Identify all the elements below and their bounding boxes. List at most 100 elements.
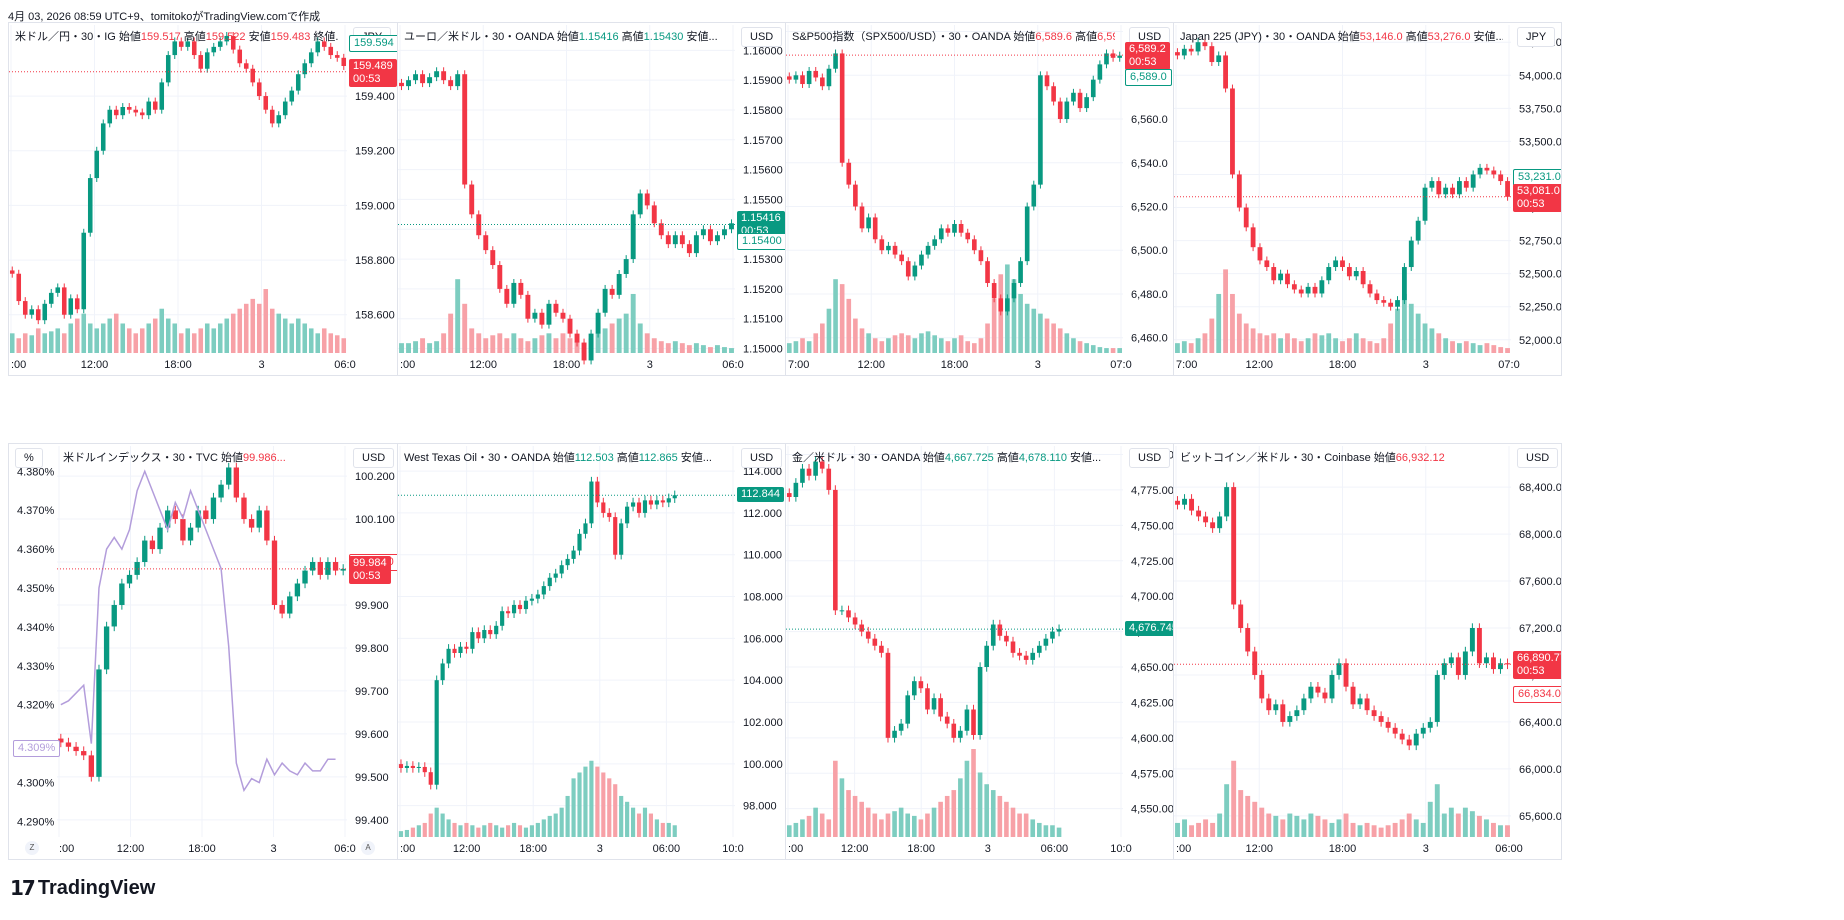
chart-panel[interactable]: 米ドルインデックス・30・TVC 始値99.986... USD% 4.380% 4… [8, 443, 398, 860]
candle-body [1084, 97, 1089, 109]
candle-body [315, 41, 321, 53]
volume-bar [448, 313, 454, 353]
chart-legend[interactable]: Japan 225 (JPY)・30・OANDA 始値53,146.0 高値53… [1180, 28, 1503, 44]
candle-body [511, 282, 517, 304]
volume-bar [413, 341, 419, 353]
candle-body [328, 46, 334, 56]
time-axis-tick: 18:00 [941, 359, 969, 371]
candle-body [406, 80, 411, 87]
currency-button[interactable]: USD [741, 27, 783, 47]
chart-legend[interactable]: S&P500指数（SPX500/USD）・30・OANDA 始値6,589.6 … [792, 28, 1115, 44]
volume-bar [126, 328, 132, 353]
candle-body [826, 468, 832, 490]
price-axis-tick: 1.15200 [743, 284, 783, 296]
candle-body [879, 645, 884, 653]
volume-bar [1018, 293, 1023, 353]
chart-legend[interactable]: 米ドルインデックス・30・TVC 始値99.986... [63, 449, 286, 465]
chart-panel[interactable]: ユーロ／米ドル・30・OANDA 始値1.15416 高値1.15430 安値.… [397, 22, 786, 376]
candle-body [420, 74, 426, 84]
volume-bar [1038, 313, 1043, 353]
chart-panel[interactable]: 金／米ドル・30・OANDA 始値4,667.725 高値4,678.110 安… [785, 443, 1174, 860]
price-axis-tick: 158.800 [355, 255, 395, 267]
tradingview-logo[interactable]: 17 TradingView [10, 876, 155, 900]
candle-body [1257, 247, 1263, 261]
candle-body [1104, 53, 1109, 65]
chart-legend[interactable]: ビットコイン／米ドル・30・Coinbase 始値66,932.12 [1180, 449, 1445, 465]
left-axis-unit-button[interactable]: % [15, 448, 43, 468]
volume-bar [932, 335, 937, 353]
candle-body [9, 270, 15, 274]
chart-panel[interactable]: 米ドル／円・30・IG 始値159.517 高値159.522 安値159.48… [8, 22, 398, 376]
high-label: 高値 [621, 31, 644, 43]
volume-bar [398, 831, 404, 837]
currency-button[interactable]: USD [1517, 448, 1559, 468]
volume-bar [68, 323, 74, 353]
volume-bar [813, 807, 818, 837]
currency-button[interactable]: USD [1129, 448, 1171, 468]
chart-panel[interactable]: S&P500指数（SPX500/USD）・30・OANDA 始値6,589.6 … [785, 22, 1174, 376]
price-axis-tick: 68,400.00 [1519, 482, 1561, 494]
candle-body [1259, 674, 1265, 699]
volume-bar [504, 338, 510, 353]
volume-bar [1250, 328, 1256, 353]
chart-panel[interactable]: West Texas Oil・30・OANDA 始値112.503 高値112.… [397, 443, 786, 860]
volume-bar [464, 822, 469, 837]
candle-body [448, 80, 454, 87]
candle-body [925, 245, 931, 255]
volume-bar [1322, 819, 1328, 837]
volume-bar [977, 772, 983, 837]
price-axis-tick: 108.000 [743, 592, 783, 604]
chart-legend[interactable]: 米ドル／円・30・IG 始値159.517 高値159.522 安値159.48… [15, 28, 339, 44]
auto-scale-button[interactable]: A [361, 841, 375, 855]
volume-bar [1273, 815, 1279, 837]
chart-legend[interactable]: ユーロ／米ドル・30・OANDA 始値1.15416 高値1.15430 安値.… [404, 28, 718, 44]
high-value: 4,678.110 [1018, 452, 1067, 464]
currency-button[interactable]: JPY [1517, 27, 1556, 47]
currency-button[interactable]: USD [1129, 27, 1171, 47]
chart-legend[interactable]: West Texas Oil・30・OANDA 始値112.503 高値112.… [404, 449, 712, 465]
open-label: 始値 [922, 452, 945, 464]
candle-body [68, 298, 74, 315]
price-axis-tick: 1.16000 [743, 45, 783, 57]
candle-body [707, 229, 713, 242]
candle-body [658, 223, 664, 236]
volume-bar [1298, 341, 1304, 353]
volume-bar [269, 308, 275, 353]
volume-bar [1259, 807, 1265, 837]
candle-body [500, 611, 505, 626]
volume-bar [1031, 308, 1037, 353]
candle-body [613, 517, 618, 555]
candle-body [539, 312, 545, 325]
time-axis-tick: 06:0 [334, 359, 355, 371]
volume-bar [546, 333, 552, 353]
chart-legend[interactable]: 金／米ドル・30・OANDA 始値4,667.725 高値4,678.110 安… [792, 449, 1101, 465]
open-value: 53,146.0 [1359, 31, 1403, 43]
candle-body [269, 109, 275, 124]
volume-bar [452, 822, 457, 837]
volume-bar [29, 335, 35, 353]
volume-bar [846, 298, 852, 353]
symbol-title: 金／米ドル・30・OANDA [792, 452, 920, 464]
currency-button[interactable]: USD [353, 448, 395, 468]
time-axis-tick: 07:0 [1110, 359, 1131, 371]
volume-bar [918, 819, 924, 837]
volume-bar [800, 338, 805, 353]
volume-bar [819, 813, 825, 837]
candle-body [1406, 739, 1412, 746]
currency-button[interactable]: USD [741, 448, 783, 468]
price-tag: 6,589.0 [1125, 69, 1172, 87]
candle-body [729, 223, 734, 230]
candle-body [951, 723, 957, 738]
price-chart-svg: 114.000 112.000 110.000 108.000 106.000 104.0… [398, 446, 783, 855]
time-axis-tick: 18:00 [907, 843, 935, 855]
volume-bar [813, 333, 819, 353]
candle-body [588, 333, 594, 361]
volume-bar [1476, 815, 1482, 837]
volume-bar [120, 323, 126, 353]
volume-bar [441, 333, 447, 353]
zoom-toggle-button[interactable]: Z [25, 841, 39, 855]
volume-bar [1312, 333, 1318, 353]
candle-body [1064, 101, 1070, 120]
chart-panel[interactable]: ビットコイン／米ドル・30・Coinbase 始値66,932.12 USD 68… [1173, 443, 1562, 860]
chart-panel[interactable]: Japan 225 (JPY)・30・OANDA 始値53,146.0 高値53… [1173, 22, 1562, 376]
